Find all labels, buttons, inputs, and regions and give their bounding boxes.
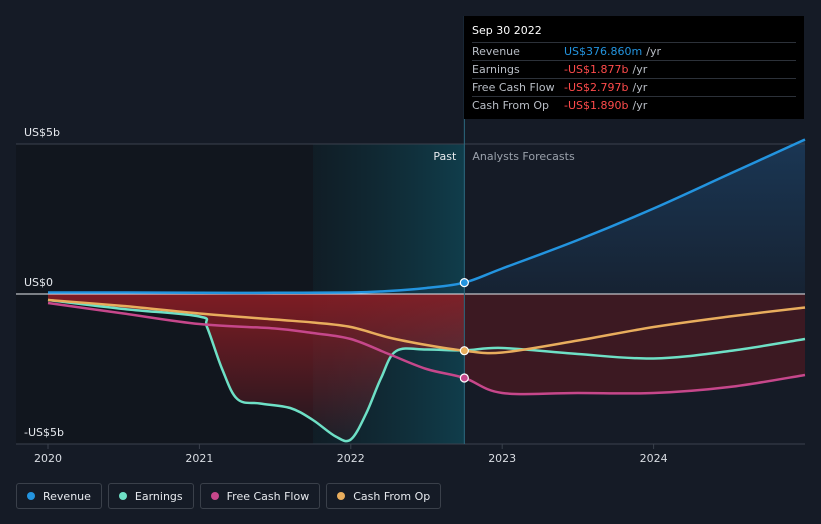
tooltip-value: -US$1.877b: [564, 63, 629, 76]
tooltip: Sep 30 2022 Revenue US$376.860m /yr Earn…: [464, 16, 804, 119]
tooltip-label: Free Cash Flow: [472, 81, 555, 94]
tooltip-unit: /yr: [632, 63, 648, 76]
legend-label: Earnings: [134, 489, 183, 503]
cash-from-op-line: [47, 298, 806, 355]
tooltip-row-cash-from-op: Cash From Op -US$1.890b /yr: [472, 96, 796, 114]
x-tick-label: 2024: [640, 452, 668, 465]
y-tick-label: US$5b: [24, 126, 60, 139]
tooltip-row-free-cash-flow: Free Cash Flow -US$2.797b /yr: [472, 78, 796, 96]
legend: Revenue Earnings Free Cash Flow Cash Fro…: [16, 483, 442, 509]
forecast-negative-area: [464, 294, 805, 395]
cash-from-op-marker[interactable]: [459, 346, 469, 356]
tooltip-unit: /yr: [632, 99, 648, 112]
tooltip-label: Earnings: [472, 63, 520, 76]
tooltip-value: US$376.860m: [564, 45, 643, 58]
legend-item-revenue[interactable]: Revenue: [16, 483, 102, 509]
forecast-label: Analysts Forecasts: [472, 150, 575, 163]
tooltip-label: Revenue: [472, 45, 520, 58]
x-tick-label: 2022: [337, 452, 365, 465]
tooltip-value: -US$2.797b: [564, 81, 629, 94]
x-tick-label: 2021: [185, 452, 213, 465]
x-tick-label: 2020: [34, 452, 62, 465]
legend-item-cash-from-op[interactable]: Cash From Op: [326, 483, 442, 509]
legend-label: Free Cash Flow: [226, 489, 310, 503]
tooltip-row-revenue: Revenue US$376.860m /yr: [472, 42, 796, 60]
tooltip-unit: /yr: [646, 45, 661, 58]
legend-item-earnings[interactable]: Earnings: [107, 483, 194, 509]
earnings-line: [47, 298, 806, 443]
earnings-dot-icon: [118, 492, 127, 500]
earnings-area: [48, 294, 465, 442]
free-cash-flow-dot-icon: [210, 492, 219, 500]
legend-label: Revenue: [43, 489, 91, 503]
cash-from-op-dot-icon: [337, 492, 346, 500]
y-tick-label: US$0: [24, 276, 53, 289]
tooltip-unit: /yr: [632, 81, 648, 94]
revenue-area: [48, 139, 805, 294]
free-cash-flow-marker[interactable]: [459, 373, 469, 383]
tooltip-date: Sep 30 2022: [472, 24, 542, 37]
legend-label: Cash From Op: [353, 489, 431, 503]
legend-item-free-cash-flow[interactable]: Free Cash Flow: [199, 483, 321, 509]
tooltip-label: Cash From Op: [472, 99, 550, 112]
tooltip-value: -US$1.890b: [564, 99, 629, 112]
revenue-marker[interactable]: [459, 278, 469, 288]
y-tick-label: -US$5b: [24, 426, 64, 439]
tooltip-row-earnings: Earnings -US$1.877b /yr: [472, 60, 796, 78]
free-cash-flow-line: [47, 301, 806, 396]
revenue-dot-icon: [27, 492, 35, 500]
past-label: Past: [433, 150, 457, 163]
x-tick-label: 2023: [488, 452, 516, 465]
revenue-line: [47, 138, 806, 295]
